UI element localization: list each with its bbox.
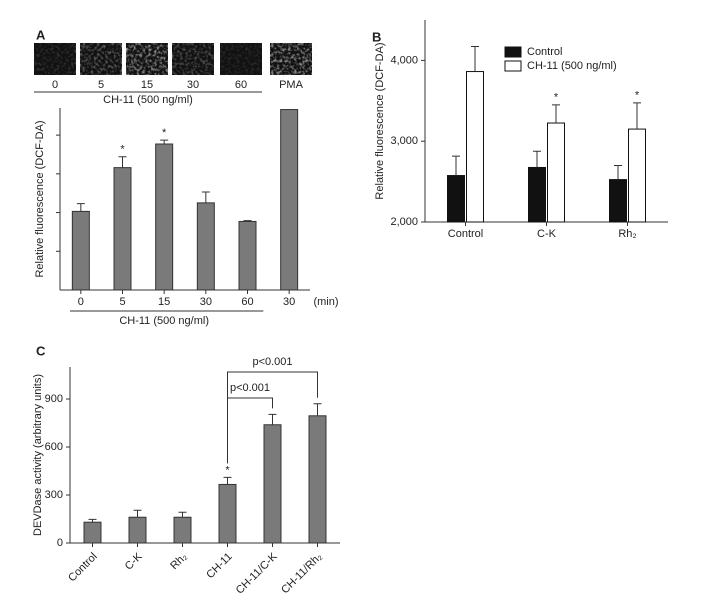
panel-label: A xyxy=(36,27,46,42)
bar xyxy=(528,166,546,223)
error-bar xyxy=(88,518,97,523)
error-bar xyxy=(160,139,169,145)
x-tick-label: 60 xyxy=(241,296,253,308)
group-label: CH-11 (500 ng/ml) xyxy=(119,315,209,327)
image-texture xyxy=(270,43,312,75)
error-bar xyxy=(552,104,560,124)
x-tick-label: Rh₂ xyxy=(618,228,636,240)
legend-swatch xyxy=(504,46,522,58)
image-texture xyxy=(80,43,122,75)
bar xyxy=(609,179,627,223)
x-tick-label: CH-11/Rh₂ xyxy=(279,551,325,597)
y-axis-label: DEVDase activity (arbitrary units) xyxy=(32,374,44,536)
y-tick-label: 900 xyxy=(45,393,63,405)
image-texture xyxy=(172,43,214,75)
panel-label: B xyxy=(372,29,381,44)
micrographs xyxy=(34,43,312,93)
panel-label: C xyxy=(36,343,46,358)
bar xyxy=(447,175,465,223)
x-tick-label: Rh₂ xyxy=(168,551,189,572)
significance: * xyxy=(120,144,125,156)
comparison-label: p<0.001 xyxy=(230,382,270,394)
significance: * xyxy=(162,127,167,139)
image-label: 5 xyxy=(98,79,104,91)
x-tick-label: 30 xyxy=(283,296,295,308)
significance: * xyxy=(635,90,640,102)
x-tick-label: CH-11/C-K xyxy=(234,550,280,596)
error-bar xyxy=(452,155,460,176)
bar xyxy=(71,210,90,291)
x-tick-label: C-K xyxy=(123,550,145,572)
y-tick-label: 0 xyxy=(57,537,63,549)
bar xyxy=(113,167,132,291)
error-bar xyxy=(633,102,641,130)
x-axis-label: (min) xyxy=(313,296,338,308)
image-texture xyxy=(220,43,262,75)
bar xyxy=(280,109,299,291)
legend-swatch xyxy=(504,60,522,72)
legend-label: Control xyxy=(527,46,562,58)
bar xyxy=(466,71,484,223)
x-tick-label: Control xyxy=(448,228,483,240)
image-texture xyxy=(34,43,76,75)
error-bar xyxy=(76,203,85,212)
image-label: 60 xyxy=(235,79,247,91)
bar xyxy=(263,424,282,544)
comparison-label: p<0.001 xyxy=(252,356,292,368)
image-label: PMA xyxy=(279,79,304,91)
x-tick-label: CH-11 xyxy=(204,551,234,581)
y-axis-label: Relative fluorescence (DCF-DA) xyxy=(374,42,386,199)
bar xyxy=(238,220,257,291)
y-axis-label: Relative fluorescence (DCF-DA) xyxy=(34,120,46,277)
y-tick-label: 600 xyxy=(45,441,63,453)
significance: * xyxy=(554,92,559,104)
legend-label: CH-11 (500 ng/ml) xyxy=(527,60,617,72)
bar xyxy=(155,143,174,291)
error-bar xyxy=(471,46,479,72)
x-tick-label: 5 xyxy=(119,296,125,308)
bar xyxy=(83,521,102,544)
bar xyxy=(547,122,565,223)
x-tick-label: 15 xyxy=(158,296,170,308)
y-tick-label: 2,000 xyxy=(390,216,418,228)
error-bar xyxy=(118,156,127,168)
x-tick-label: 0 xyxy=(78,296,84,308)
x-tick-label: C-K xyxy=(537,228,557,240)
bar xyxy=(196,202,215,291)
error-bar xyxy=(268,413,277,425)
bar xyxy=(218,483,237,544)
error-bar xyxy=(223,476,232,485)
error-bar xyxy=(243,220,252,222)
image-group-label: CH-11 (500 ng/ml) xyxy=(103,94,193,106)
error-bar xyxy=(201,191,210,203)
y-tick-label: 3,000 xyxy=(390,135,418,147)
bar xyxy=(628,128,646,223)
y-tick-label: 300 xyxy=(45,489,63,501)
image-label: 15 xyxy=(141,79,153,91)
bracket xyxy=(227,371,318,464)
bar xyxy=(128,516,147,544)
x-tick-label: Control xyxy=(66,551,100,585)
error-bar xyxy=(533,150,541,168)
image-label: 30 xyxy=(187,79,199,91)
image-texture xyxy=(126,43,168,75)
image-label: 0 xyxy=(52,79,58,91)
y-tick-label: 4,000 xyxy=(390,54,418,66)
x-tick-label: 30 xyxy=(200,296,212,308)
bar xyxy=(173,516,192,544)
error-bar xyxy=(313,403,322,416)
bar xyxy=(308,415,327,544)
error-bar xyxy=(614,164,622,180)
error-bar xyxy=(133,509,142,518)
error-bar xyxy=(178,511,187,518)
significance: * xyxy=(225,464,230,476)
